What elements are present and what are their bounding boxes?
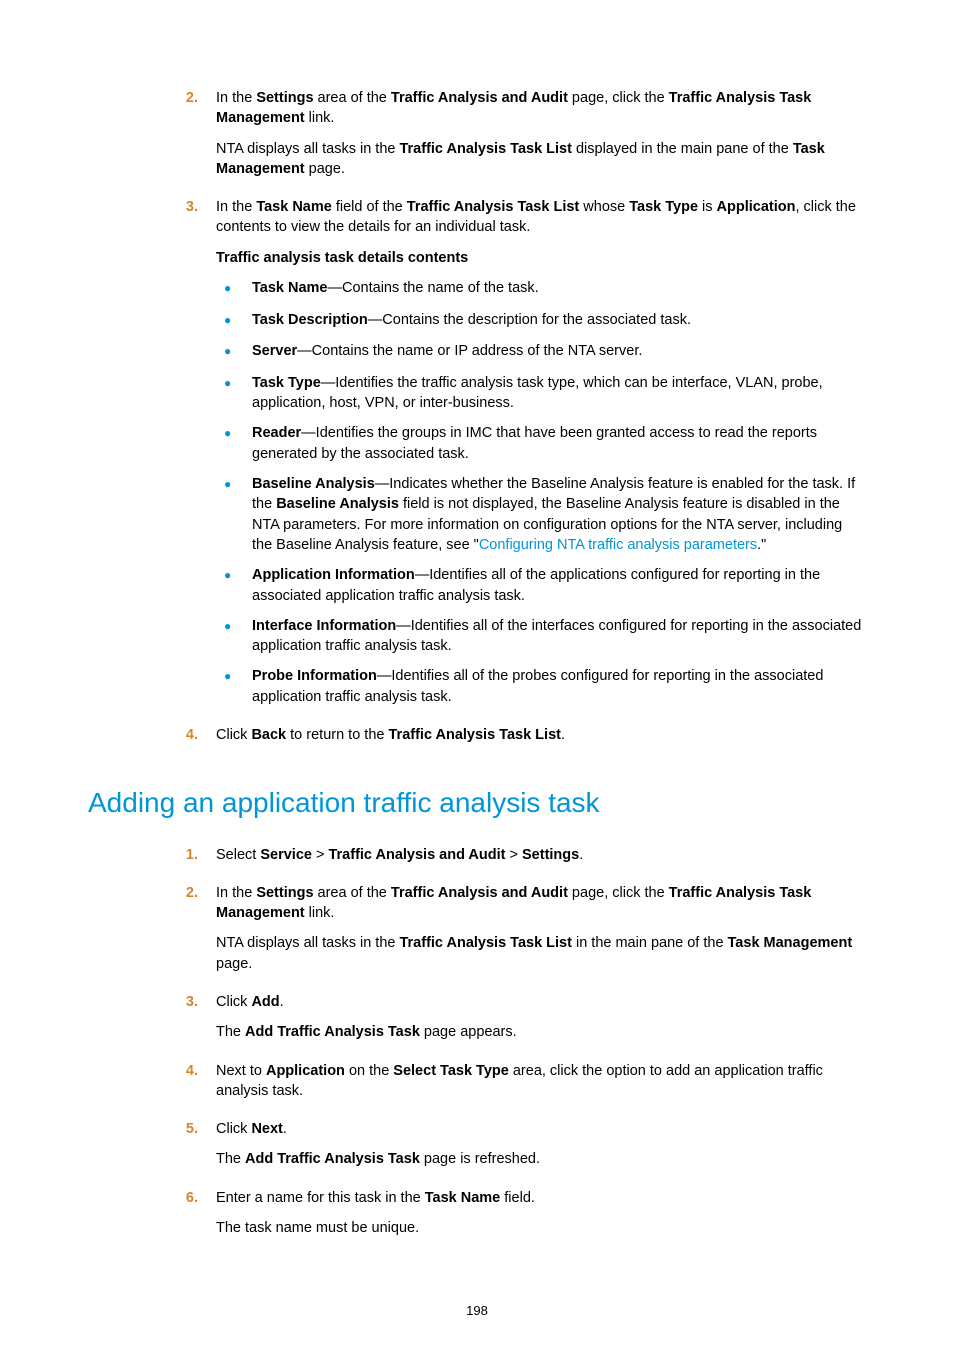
list-item: 3. Click Add. The Add Traffic Analysis T… — [160, 992, 866, 1053]
bullet-text: Probe Information—Identifies all of the … — [252, 666, 866, 707]
step-number: 4. — [160, 1061, 216, 1112]
bullet-icon: ● — [216, 373, 252, 414]
paragraph: In the Settings area of the Traffic Anal… — [216, 883, 866, 924]
paragraph: Click Next. — [216, 1119, 866, 1139]
step-number: 1. — [160, 845, 216, 875]
section-2-steps: 1. Select Service > Traffic Analysis and… — [88, 845, 866, 1249]
bullet-icon: ● — [216, 616, 252, 657]
list-item: 4. Click Back to return to the Traffic A… — [160, 725, 866, 755]
paragraph: NTA displays all tasks in the Traffic An… — [216, 139, 866, 180]
paragraph: The task name must be unique. — [216, 1218, 866, 1238]
step-number: 3. — [160, 992, 216, 1053]
page-number: 198 — [88, 1302, 866, 1320]
list-item: ●Reader—Identifies the groups in IMC tha… — [216, 423, 866, 464]
paragraph: Select Service > Traffic Analysis and Au… — [216, 845, 866, 865]
step-number: 5. — [160, 1119, 216, 1180]
step-number: 6. — [160, 1188, 216, 1249]
step-body: Click Next. The Add Traffic Analysis Tas… — [216, 1119, 866, 1180]
section-1-steps: 2. In the Settings area of the Traffic A… — [88, 88, 866, 755]
list-item: ●Task Name—Contains the name of the task… — [216, 278, 866, 300]
bullet-icon: ● — [216, 278, 252, 300]
list-item: 3. In the Task Name field of the Traffic… — [160, 197, 866, 717]
list-item: 2. In the Settings area of the Traffic A… — [160, 88, 866, 189]
step-number: 2. — [160, 88, 216, 189]
paragraph: Enter a name for this task in the Task N… — [216, 1188, 866, 1208]
bullet-icon: ● — [216, 474, 252, 555]
bullet-text: Server—Contains the name or IP address o… — [252, 341, 866, 363]
list-item: ●Server—Contains the name or IP address … — [216, 341, 866, 363]
sub-heading: Traffic analysis task details contents — [216, 248, 866, 268]
step-body: Enter a name for this task in the Task N… — [216, 1188, 866, 1249]
paragraph: The Add Traffic Analysis Task page is re… — [216, 1149, 866, 1169]
paragraph: NTA displays all tasks in the Traffic An… — [216, 933, 866, 974]
list-item: 2. In the Settings area of the Traffic A… — [160, 883, 866, 984]
paragraph: In the Settings area of the Traffic Anal… — [216, 88, 866, 129]
bullet-text: Task Type—Identifies the traffic analysi… — [252, 373, 866, 414]
step-number: 3. — [160, 197, 216, 717]
list-item: 4. Next to Application on the Select Tas… — [160, 1061, 866, 1112]
step-body: In the Settings area of the Traffic Anal… — [216, 88, 866, 189]
bullet-list: ●Task Name—Contains the name of the task… — [216, 278, 866, 707]
list-item: 1. Select Service > Traffic Analysis and… — [160, 845, 866, 875]
bullet-icon: ● — [216, 341, 252, 363]
list-item: ●Interface Information—Identifies all of… — [216, 616, 866, 657]
bullet-icon: ● — [216, 666, 252, 707]
bullet-text: Interface Information—Identifies all of … — [252, 616, 866, 657]
paragraph: The Add Traffic Analysis Task page appea… — [216, 1022, 866, 1042]
list-item: 5. Click Next. The Add Traffic Analysis … — [160, 1119, 866, 1180]
step-number: 2. — [160, 883, 216, 984]
paragraph: Click Back to return to the Traffic Anal… — [216, 725, 866, 745]
paragraph: Click Add. — [216, 992, 866, 1012]
list-item: ●Task Type—Identifies the traffic analys… — [216, 373, 866, 414]
list-item: ●Application Information—Identifies all … — [216, 565, 866, 606]
step-body: Click Add. The Add Traffic Analysis Task… — [216, 992, 866, 1053]
list-item: ●Probe Information—Identifies all of the… — [216, 666, 866, 707]
step-number: 4. — [160, 725, 216, 755]
step-body: Select Service > Traffic Analysis and Au… — [216, 845, 866, 875]
bullet-text: Task Name—Contains the name of the task. — [252, 278, 866, 300]
bullet-text: Application Information—Identifies all o… — [252, 565, 866, 606]
list-item: ●Task Description—Contains the descripti… — [216, 310, 866, 332]
step-body: In the Task Name field of the Traffic An… — [216, 197, 866, 717]
bullet-text: Task Description—Contains the descriptio… — [252, 310, 866, 332]
step-body: In the Settings area of the Traffic Anal… — [216, 883, 866, 984]
list-item: ●Baseline Analysis—Indicates whether the… — [216, 474, 866, 555]
bullet-text: Reader—Identifies the groups in IMC that… — [252, 423, 866, 464]
step-body: Click Back to return to the Traffic Anal… — [216, 725, 866, 755]
list-item: 6. Enter a name for this task in the Tas… — [160, 1188, 866, 1249]
paragraph: In the Task Name field of the Traffic An… — [216, 197, 866, 238]
paragraph: Next to Application on the Select Task T… — [216, 1061, 866, 1102]
bullet-icon: ● — [216, 565, 252, 606]
cross-ref-link[interactable]: Configuring NTA traffic analysis paramet… — [479, 537, 757, 553]
section-heading: Adding an application traffic analysis t… — [88, 783, 866, 822]
bullet-icon: ● — [216, 310, 252, 332]
step-body: Next to Application on the Select Task T… — [216, 1061, 866, 1112]
bullet-text: Baseline Analysis—Indicates whether the … — [252, 474, 866, 555]
bullet-icon: ● — [216, 423, 252, 464]
